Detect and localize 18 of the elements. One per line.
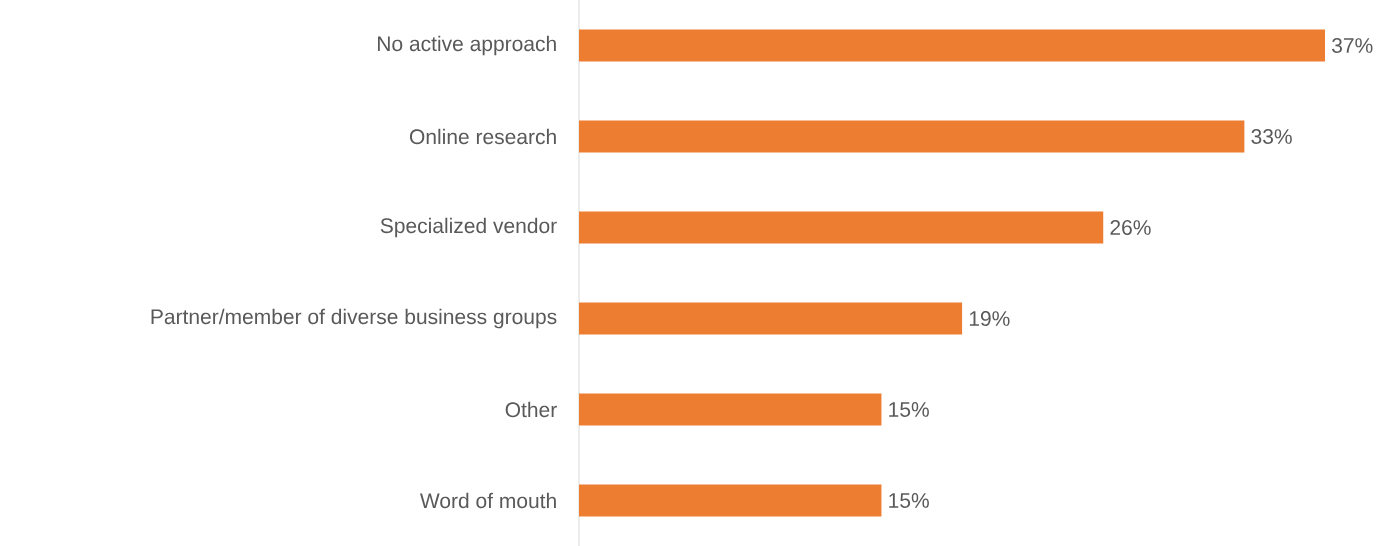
data-label: 19% bbox=[969, 311, 1010, 326]
data-label: 26% bbox=[1110, 220, 1151, 235]
bar bbox=[579, 302, 963, 335]
bar bbox=[579, 484, 882, 517]
y-tick-label: Word of mouth bbox=[419, 492, 556, 509]
y-tick-label: Online research bbox=[409, 128, 556, 145]
data-label: 37% bbox=[1332, 38, 1373, 53]
bar bbox=[579, 211, 1104, 244]
data-label: 33% bbox=[1251, 129, 1292, 144]
y-tick-label: Partner/member of diverse business groups bbox=[151, 308, 557, 329]
y-tick-label: Other bbox=[505, 401, 557, 418]
data-label: 15% bbox=[889, 402, 929, 417]
bar bbox=[579, 29, 1326, 62]
bar bbox=[579, 120, 1245, 153]
data-label: 15% bbox=[889, 493, 929, 508]
bar bbox=[579, 393, 882, 426]
y-tick-label: No active approach bbox=[378, 35, 556, 56]
y-tick-label: Specialized vendor bbox=[380, 217, 557, 238]
